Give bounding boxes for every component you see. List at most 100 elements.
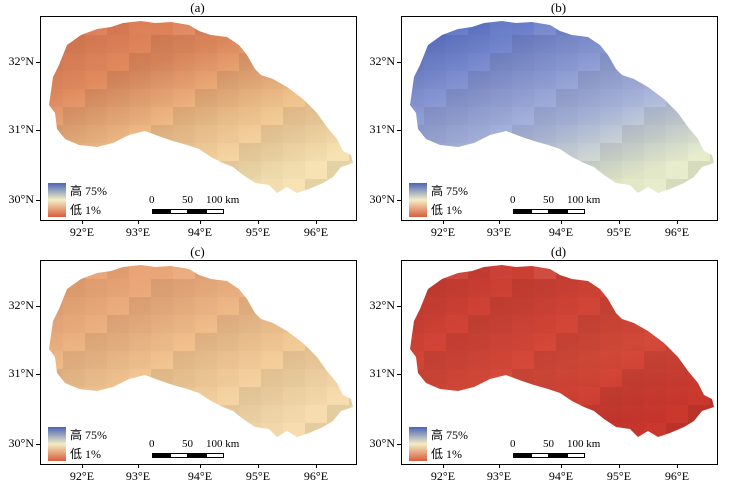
scale-bar-label: 50 bbox=[182, 438, 193, 450]
longitude-label: 92°E bbox=[430, 469, 456, 483]
map-panel-4 bbox=[401, 260, 718, 465]
longitude-tick bbox=[82, 464, 83, 468]
longitude-label: 94°E bbox=[187, 469, 213, 483]
latitude-label: 30°N bbox=[369, 192, 395, 206]
legend-high-label: 高 75% bbox=[431, 428, 468, 442]
scale-bar-label: 0 bbox=[149, 194, 155, 206]
scale-bar-segment bbox=[531, 453, 549, 458]
latitude-label: 31°N bbox=[8, 366, 34, 380]
longitude-label: 95°E bbox=[245, 469, 271, 483]
scale-bar-segment bbox=[567, 453, 585, 458]
latitude-tick bbox=[397, 62, 401, 63]
basin-map bbox=[49, 21, 353, 193]
scale-bar-segment bbox=[170, 453, 188, 458]
longitude-tick bbox=[499, 464, 500, 468]
longitude-label: 93°E bbox=[486, 469, 512, 483]
legend-color-bar bbox=[48, 427, 66, 461]
legend-low-label: 低 1% bbox=[70, 203, 101, 217]
map-panel-1 bbox=[40, 16, 357, 221]
latitude-label: 32°N bbox=[8, 54, 34, 68]
longitude-tick bbox=[258, 220, 259, 224]
latitude-tick bbox=[36, 62, 40, 63]
longitude-tick bbox=[258, 464, 259, 468]
longitude-tick bbox=[82, 220, 83, 224]
legend-color-bar bbox=[48, 183, 66, 217]
scale-bar-label: 100 km bbox=[567, 194, 601, 206]
longitude-label: 92°E bbox=[69, 469, 95, 483]
longitude-label: 94°E bbox=[548, 225, 574, 239]
latitude-tick bbox=[397, 200, 401, 201]
legend-low-label: 低 1% bbox=[70, 447, 101, 461]
latitude-label: 31°N bbox=[8, 122, 34, 136]
latitude-tick bbox=[36, 200, 40, 201]
longitude-label: 95°E bbox=[606, 225, 632, 239]
latitude-tick bbox=[397, 130, 401, 131]
latitude-label: 31°N bbox=[369, 122, 395, 136]
legend-low-label: 低 1% bbox=[431, 447, 462, 461]
scale-bar-label: 0 bbox=[149, 438, 155, 450]
longitude-label: 92°E bbox=[430, 225, 456, 239]
latitude-tick bbox=[36, 306, 40, 307]
latitude-label: 30°N bbox=[8, 192, 34, 206]
basin-shape bbox=[49, 265, 353, 437]
longitude-tick bbox=[561, 464, 562, 468]
longitude-tick bbox=[677, 220, 678, 224]
scale-bar-label: 50 bbox=[182, 194, 193, 206]
longitude-tick bbox=[200, 220, 201, 224]
scale-bar-segment bbox=[531, 209, 549, 214]
longitude-label: 95°E bbox=[606, 469, 632, 483]
longitude-tick bbox=[619, 220, 620, 224]
longitude-label: 95°E bbox=[245, 225, 271, 239]
scale-bar-segment bbox=[549, 453, 567, 458]
basin-map bbox=[410, 265, 714, 437]
latitude-tick bbox=[397, 306, 401, 307]
scale-bar-segment bbox=[188, 453, 206, 458]
longitude-label: 96°E bbox=[664, 225, 690, 239]
map-panel-2 bbox=[401, 16, 718, 221]
longitude-label: 93°E bbox=[125, 225, 151, 239]
longitude-tick bbox=[316, 464, 317, 468]
latitude-tick bbox=[36, 130, 40, 131]
legend-high-label: 高 75% bbox=[431, 184, 468, 198]
longitude-tick bbox=[316, 220, 317, 224]
latitude-tick bbox=[36, 374, 40, 375]
latitude-tick bbox=[397, 374, 401, 375]
longitude-tick bbox=[443, 220, 444, 224]
panel-title: (b) bbox=[550, 0, 567, 15]
scale-bar-label: 100 km bbox=[206, 438, 240, 450]
scale-bar-segment bbox=[513, 209, 531, 214]
basin-map bbox=[49, 265, 353, 437]
legend-high-label: 高 75% bbox=[70, 428, 107, 442]
scale-bar-segment bbox=[206, 453, 224, 458]
latitude-label: 30°N bbox=[369, 436, 395, 450]
basin-shape bbox=[49, 21, 353, 193]
longitude-tick bbox=[443, 464, 444, 468]
latitude-tick bbox=[36, 444, 40, 445]
panel-title: (c) bbox=[190, 244, 205, 259]
longitude-tick bbox=[138, 220, 139, 224]
latitude-label: 32°N bbox=[8, 298, 34, 312]
scale-bar-label: 0 bbox=[510, 438, 516, 450]
basin-shape bbox=[410, 21, 714, 193]
longitude-label: 96°E bbox=[664, 469, 690, 483]
basin-shape bbox=[410, 265, 714, 437]
longitude-tick bbox=[619, 464, 620, 468]
scale-bar-segment bbox=[152, 209, 170, 214]
longitude-label: 92°E bbox=[69, 225, 95, 239]
panel-title: (d) bbox=[550, 244, 567, 259]
legend-low-label: 低 1% bbox=[431, 203, 462, 217]
longitude-label: 93°E bbox=[486, 225, 512, 239]
longitude-tick bbox=[677, 464, 678, 468]
legend-color-bar bbox=[409, 427, 427, 461]
longitude-label: 93°E bbox=[125, 469, 151, 483]
scale-bar-label: 50 bbox=[543, 194, 554, 206]
legend-color-bar bbox=[409, 183, 427, 217]
basin-map bbox=[410, 21, 714, 193]
longitude-label: 96°E bbox=[303, 225, 329, 239]
scale-bar-segment bbox=[549, 209, 567, 214]
scale-bar-label: 0 bbox=[510, 194, 516, 206]
scale-bar-label: 50 bbox=[543, 438, 554, 450]
longitude-label: 96°E bbox=[303, 469, 329, 483]
scale-bar-label: 100 km bbox=[567, 438, 601, 450]
